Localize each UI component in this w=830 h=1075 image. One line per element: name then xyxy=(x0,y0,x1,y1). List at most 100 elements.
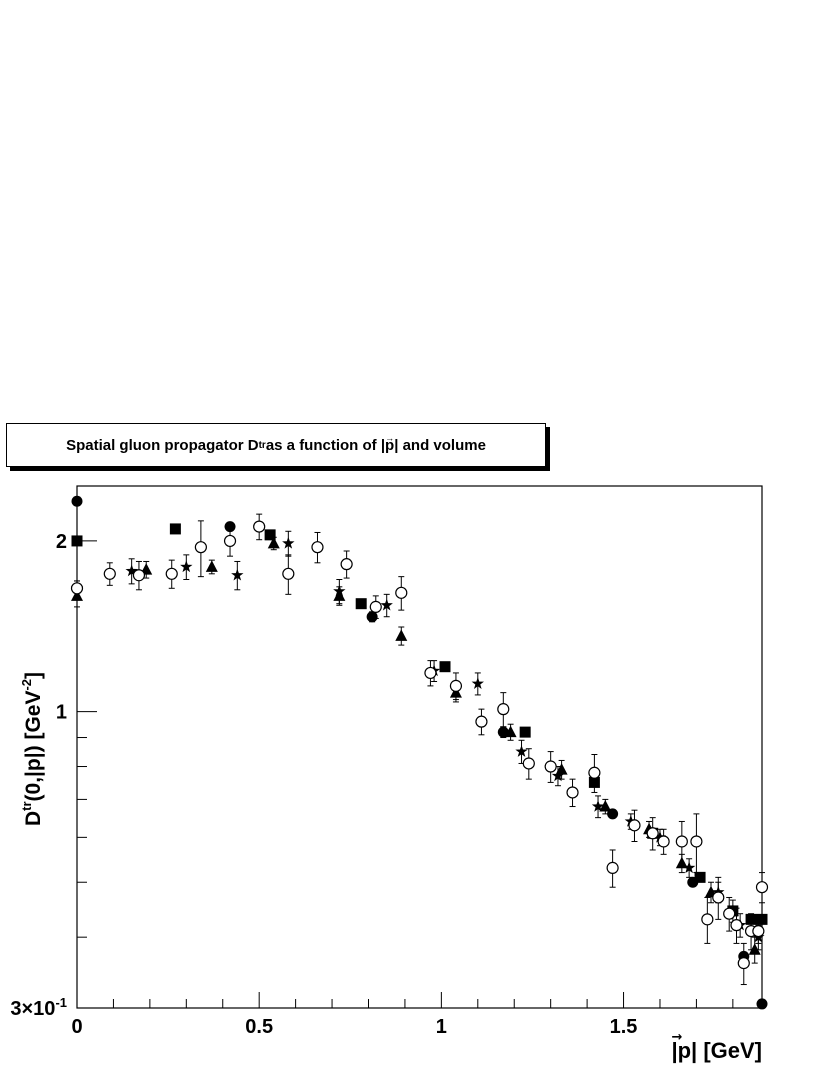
x-axis-label: |p| [GeV] xyxy=(671,1038,762,1063)
point-marker xyxy=(395,586,408,599)
data-point xyxy=(340,550,353,579)
point-marker xyxy=(282,567,295,580)
point-marker xyxy=(723,907,736,920)
data-point xyxy=(194,520,207,578)
point-marker xyxy=(522,757,535,770)
point-marker xyxy=(566,786,579,799)
point-marker xyxy=(70,582,84,595)
point-marker xyxy=(132,569,146,582)
point-marker xyxy=(223,534,237,548)
x-axis-label-arrow: → xyxy=(672,1030,683,1045)
data-point xyxy=(628,809,641,842)
data-point xyxy=(690,813,703,874)
data-point xyxy=(253,513,266,541)
data-point xyxy=(71,495,83,507)
data-point xyxy=(657,828,670,855)
point-marker xyxy=(712,891,725,904)
point-marker xyxy=(701,913,714,926)
point-marker xyxy=(231,568,244,581)
point-marker xyxy=(449,679,463,692)
data-point xyxy=(682,858,696,878)
y-tick-label: 3×10-1 xyxy=(10,995,67,1020)
point-marker xyxy=(682,861,696,874)
data-point xyxy=(756,998,768,1010)
data-point xyxy=(519,726,531,738)
point-marker xyxy=(267,536,280,549)
point-marker xyxy=(737,957,750,970)
point-marker xyxy=(125,564,138,577)
point-marker xyxy=(439,661,451,673)
point-marker xyxy=(282,536,295,549)
data-point xyxy=(439,661,451,673)
data-point xyxy=(712,876,725,920)
data-point xyxy=(205,559,218,575)
data-point xyxy=(675,820,688,864)
data-point xyxy=(588,754,601,793)
point-marker xyxy=(169,523,181,535)
x-tick-label: 0 xyxy=(71,1016,82,1038)
data-point xyxy=(103,562,116,586)
point-marker xyxy=(205,560,218,572)
point-marker xyxy=(591,800,605,812)
point-marker xyxy=(730,919,743,932)
point-marker xyxy=(103,567,116,580)
data-point xyxy=(369,595,382,619)
point-marker xyxy=(690,835,703,848)
point-marker xyxy=(340,558,353,571)
point-marker xyxy=(366,611,378,623)
x-tick-label: 1.5 xyxy=(610,1016,638,1038)
data-point xyxy=(132,560,146,591)
data-point xyxy=(748,936,761,964)
y-tick-label: 1 xyxy=(56,702,67,724)
data-point xyxy=(566,778,579,808)
data-point xyxy=(694,871,706,883)
point-marker xyxy=(380,598,393,611)
point-marker xyxy=(71,495,83,507)
point-marker xyxy=(504,725,517,738)
data-point xyxy=(723,896,736,932)
point-marker xyxy=(551,769,565,782)
data-point xyxy=(504,723,517,741)
point-marker xyxy=(264,529,276,541)
title-prefix: Spatial gluon propagator D xyxy=(66,436,259,454)
data-point xyxy=(311,531,324,564)
point-marker xyxy=(675,835,688,848)
data-point xyxy=(282,554,295,595)
data-point xyxy=(355,598,367,610)
data-point xyxy=(475,708,488,736)
title-suffix: | and volume xyxy=(394,436,486,454)
point-marker xyxy=(497,703,510,716)
data-point xyxy=(646,817,659,851)
point-marker xyxy=(646,827,659,840)
data-point xyxy=(756,913,768,925)
series-triangle-filled xyxy=(71,536,761,964)
point-marker xyxy=(752,924,765,938)
point-marker xyxy=(515,745,528,757)
series-star-filled xyxy=(70,530,765,951)
point-marker xyxy=(253,520,266,533)
data-point xyxy=(366,611,378,623)
data-point xyxy=(169,523,181,535)
data-point xyxy=(737,942,750,986)
point-marker xyxy=(599,800,612,812)
plot-frame xyxy=(76,485,763,1009)
point-marker xyxy=(755,881,769,894)
data-point xyxy=(522,748,535,780)
data-point xyxy=(449,672,463,701)
svg-text:Dtr(0,|p|) [GeV-2]: Dtr(0,|p|) [GeV-2] xyxy=(19,672,45,826)
point-marker xyxy=(471,677,484,689)
point-marker xyxy=(748,943,761,955)
x-tick-label: 0.5 xyxy=(245,1016,273,1038)
data-point xyxy=(180,554,193,581)
point-marker xyxy=(333,584,346,597)
data-point xyxy=(71,535,83,547)
point-marker xyxy=(424,666,437,680)
data-point xyxy=(424,660,437,687)
data-point xyxy=(380,593,393,618)
x-tick-label: 1 xyxy=(436,1016,447,1038)
data-point xyxy=(599,798,612,815)
point-marker xyxy=(475,715,488,728)
point-marker xyxy=(180,560,193,573)
